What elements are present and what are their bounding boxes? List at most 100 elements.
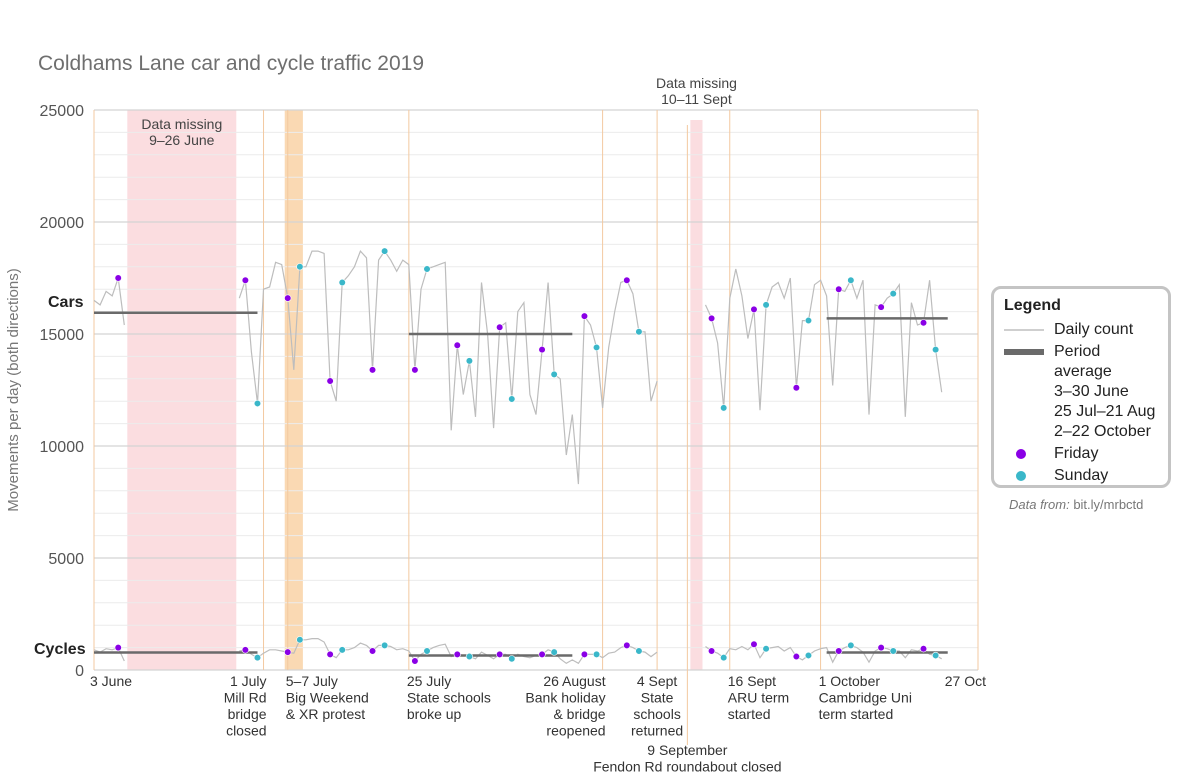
friday-point	[453, 650, 461, 658]
event-label: Cambridge Uni	[819, 690, 912, 706]
event-label: 1 July	[230, 673, 267, 689]
sunday-point	[889, 647, 897, 655]
friday-point	[919, 319, 928, 327]
missing-data-label: Data missing	[656, 75, 737, 91]
legend-period-1: 3–30 June	[1054, 383, 1129, 400]
sunday-point	[423, 647, 431, 655]
event-label: schools	[633, 706, 680, 722]
friday-point	[368, 366, 377, 374]
legend-sunday-label: Sunday	[1054, 467, 1109, 484]
event-label: 27 Oct	[945, 673, 986, 689]
event-label: 5–7 July	[286, 673, 338, 689]
friday-point	[368, 647, 377, 655]
sunday-point	[381, 641, 389, 649]
cars-series-label: Cars	[48, 294, 84, 311]
friday-point	[580, 312, 589, 320]
friday-point	[326, 377, 334, 385]
friday-point	[496, 323, 504, 331]
friday-point	[919, 645, 928, 653]
daily-count-line	[93, 277, 125, 326]
daily-count-lines	[93, 249, 943, 665]
legend-title: Legend	[1004, 297, 1061, 314]
friday-point	[284, 294, 292, 302]
sunday-point	[338, 278, 346, 287]
sunday-point	[762, 301, 770, 309]
legend-friday-label: Friday	[1054, 445, 1099, 462]
event-label: Fendon Rd roundabout closed	[593, 759, 781, 775]
sunday-point	[465, 652, 473, 661]
sunday-point	[932, 651, 940, 660]
friday-point	[580, 650, 589, 658]
friday-dot-swatch	[1004, 444, 1044, 464]
data-source: Data from: bit.ly/mrbctd	[1009, 497, 1143, 512]
legend: Legend Daily count Period average 3–30 J…	[991, 286, 1171, 488]
sunday-point	[804, 316, 813, 325]
y-axis-label: Movements per day (both directions)	[5, 268, 22, 511]
sunday-point	[550, 370, 558, 378]
event-label: ARU term	[728, 690, 789, 706]
missing-data-band	[690, 120, 703, 670]
friday-point	[877, 643, 885, 652]
friday-point	[750, 305, 758, 313]
missing-data-label: 10–11 Sept	[661, 91, 732, 107]
weekday-points	[114, 247, 940, 665]
event-label: returned	[631, 723, 683, 739]
sunday-point	[889, 290, 897, 298]
sunday-point	[338, 646, 346, 654]
event-label: Big Weekend	[286, 690, 369, 706]
sunday-point	[847, 641, 855, 649]
legend-item-friday: Friday	[1004, 444, 1158, 464]
friday-point	[792, 384, 800, 392]
friday-point	[623, 276, 631, 284]
legend-item-sunday: Sunday	[1004, 466, 1158, 486]
sunday-point	[423, 265, 431, 273]
y-tick-label: 0	[75, 663, 84, 680]
friday-point	[241, 276, 249, 284]
daily-count-line	[238, 249, 658, 485]
event-label: 3 June	[90, 673, 132, 689]
missing-data-label: 9–26 June	[149, 132, 215, 148]
legend-period-label: Period average	[1054, 343, 1112, 380]
friday-point	[707, 647, 716, 655]
event-label: started	[728, 706, 771, 722]
event-label: & XR protest	[286, 706, 365, 722]
event-label: 9 September	[647, 742, 727, 758]
sunday-point	[296, 263, 304, 271]
sunday-point	[847, 276, 855, 284]
event-label: & bridge	[553, 706, 605, 722]
friday-point	[284, 648, 292, 656]
event-label: 25 July	[407, 673, 451, 689]
sunday-point	[550, 648, 558, 656]
shaded-bands	[127, 110, 703, 670]
friday-point	[453, 341, 461, 349]
event-label: Mill Rd	[224, 690, 267, 706]
friday-point	[538, 650, 546, 658]
daily-count-line	[704, 268, 943, 417]
average-line-swatch	[1004, 342, 1044, 362]
sunday-point	[508, 395, 516, 403]
data-source-prefix: Data from:	[1009, 497, 1070, 512]
friday-point	[114, 274, 122, 282]
friday-point	[707, 314, 716, 322]
daily-line-swatch	[1004, 320, 1044, 340]
friday-point	[835, 647, 843, 655]
friday-point	[326, 650, 334, 658]
sunday-point	[253, 654, 262, 662]
sunday-point	[508, 655, 516, 663]
legend-item-period: Period average 3–30 June 25 Jul–21 Aug 2…	[1004, 342, 1158, 442]
event-label: reopened	[546, 723, 605, 739]
legend-period-3: 2–22 October	[1054, 423, 1151, 440]
y-tick-label: 5000	[48, 551, 84, 568]
y-tick-label: 15000	[40, 327, 85, 344]
sunday-point	[465, 357, 473, 365]
sunday-point	[932, 346, 940, 354]
sunday-point	[720, 404, 728, 412]
event-label: 16 Sept	[728, 673, 776, 689]
sunday-point	[804, 651, 813, 660]
event-label: 1 October	[819, 673, 881, 689]
event-label: bridge	[228, 706, 267, 722]
event-lines	[93, 110, 979, 745]
sunday-point	[635, 328, 643, 336]
cycles-series-label: Cycles	[34, 641, 86, 658]
data-source-link[interactable]: bit.ly/mrbctd	[1073, 497, 1144, 512]
